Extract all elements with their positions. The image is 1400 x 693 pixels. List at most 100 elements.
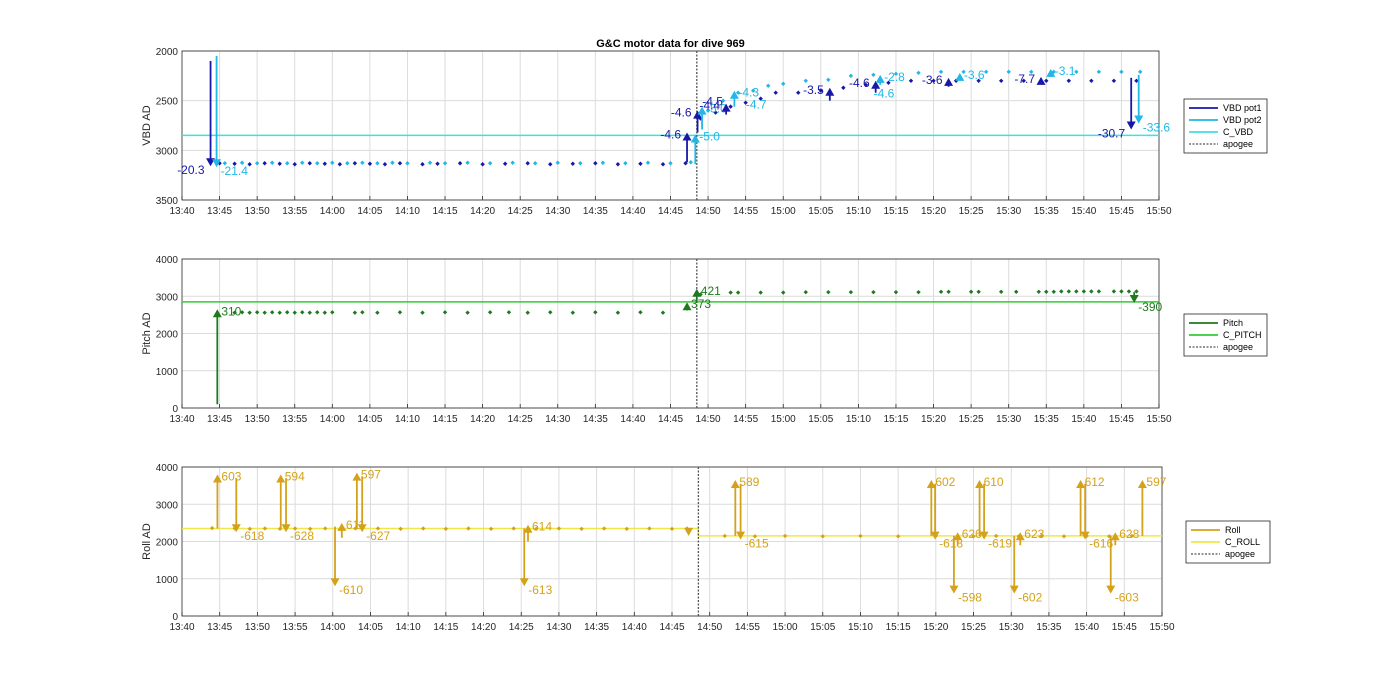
data-point (555, 160, 560, 165)
data-point (556, 526, 562, 531)
data-point (893, 289, 899, 295)
x-tick-label: 14:05 (358, 622, 383, 633)
arrow-head (1080, 531, 1090, 540)
data-point (1111, 78, 1117, 83)
data-point (660, 162, 666, 167)
x-tick-label: 15:10 (846, 414, 871, 425)
arrow-value-label: -5.0 (706, 102, 727, 116)
arrow-value-label: -7.7 (1014, 72, 1035, 86)
data-point (487, 161, 493, 166)
data-point (345, 161, 350, 166)
x-tick-label: 15:25 (959, 206, 984, 217)
data-point (752, 534, 758, 539)
data-point (998, 289, 1004, 294)
legend-label: C_PITCH (1223, 330, 1262, 340)
x-tick-label: 15:00 (771, 414, 796, 425)
y-tick-label: 2000 (156, 330, 179, 341)
data-point (735, 290, 741, 295)
x-tick-label: 15:25 (961, 622, 986, 633)
data-point (638, 310, 643, 315)
arrow-head (352, 472, 362, 481)
data-point (1059, 289, 1064, 294)
x-tick-label: 14:00 (320, 622, 345, 633)
arrow-value-label: -390 (1138, 300, 1162, 314)
data-point (421, 526, 426, 531)
x-tick-label: 14:50 (697, 622, 722, 633)
data-point (466, 526, 471, 531)
arrow-value-label: -602 (1018, 591, 1042, 605)
data-point (307, 310, 312, 315)
x-tick-label: 14:55 (733, 206, 758, 217)
x-tick-label: 15:15 (883, 414, 908, 425)
data-point (647, 526, 652, 531)
data-point (893, 71, 899, 77)
arrow-head (1036, 76, 1046, 85)
data-point (405, 161, 410, 166)
x-tick-label: 15:10 (846, 206, 871, 217)
data-point (300, 160, 305, 165)
arrow-value-label: -5.0 (699, 129, 720, 143)
arrow-value-label: 610 (984, 475, 1004, 489)
x-tick-label: 15:20 (921, 414, 946, 425)
data-point (269, 310, 275, 315)
y-tick-label: 2000 (156, 538, 179, 549)
data-point (367, 161, 373, 166)
data-point (1134, 78, 1139, 83)
arrow-value-label: -598 (958, 591, 982, 605)
data-point (239, 160, 245, 165)
y-tick-label: 3000 (156, 292, 179, 303)
arrow-value-label: 626 (962, 527, 982, 541)
data-point (1021, 78, 1026, 83)
arrow-head (979, 531, 989, 540)
arrow-value-label: -628 (290, 529, 314, 543)
data-point (397, 310, 403, 315)
x-tick-label: 14:05 (357, 206, 382, 217)
y-axis-label: Pitch AD (141, 312, 153, 354)
data-point (623, 161, 628, 166)
data-point (669, 526, 675, 532)
data-point (277, 310, 282, 315)
plot-frame (181, 258, 1160, 409)
x-tick-label: 14:00 (320, 206, 345, 217)
data-point (593, 310, 598, 315)
y-tick-label: 4000 (156, 255, 179, 266)
x-tick-label: 15:35 (1034, 206, 1059, 217)
data-point (247, 162, 252, 167)
arrow-value-label: -20.3 (177, 163, 205, 177)
x-tick-label: 14:00 (320, 414, 345, 425)
x-tick-label: 15:05 (808, 414, 833, 425)
x-tick-label: 14:35 (583, 206, 608, 217)
data-point (239, 310, 245, 315)
data-point (510, 160, 515, 165)
data-point (668, 161, 673, 166)
data-point (352, 161, 358, 166)
arrow-head (1137, 480, 1147, 489)
data-point (420, 162, 425, 167)
arrow-head (1009, 585, 1019, 594)
x-tick-label: 13:55 (282, 414, 307, 425)
data-point (292, 310, 297, 315)
x-tick-label: 13:50 (245, 414, 270, 425)
data-point (916, 70, 921, 76)
data-point (1006, 69, 1011, 75)
data-point (758, 96, 763, 101)
legend-label: C_ROLL (1225, 537, 1260, 547)
data-point (382, 162, 388, 167)
data-point (1066, 78, 1072, 83)
data-point (292, 526, 298, 531)
x-tick-label: 14:20 (470, 414, 495, 425)
data-point (818, 88, 824, 93)
x-tick-label: 14:10 (396, 622, 421, 633)
arrow-head (1110, 532, 1120, 541)
y-tick-label: 1000 (156, 575, 179, 586)
data-point (375, 310, 380, 315)
data-point (713, 110, 718, 115)
data-point (645, 160, 651, 165)
data-point (796, 90, 801, 95)
x-tick-label: 15:50 (1149, 622, 1174, 633)
data-point (442, 310, 448, 315)
data-point (993, 533, 999, 539)
data-point (307, 526, 313, 532)
